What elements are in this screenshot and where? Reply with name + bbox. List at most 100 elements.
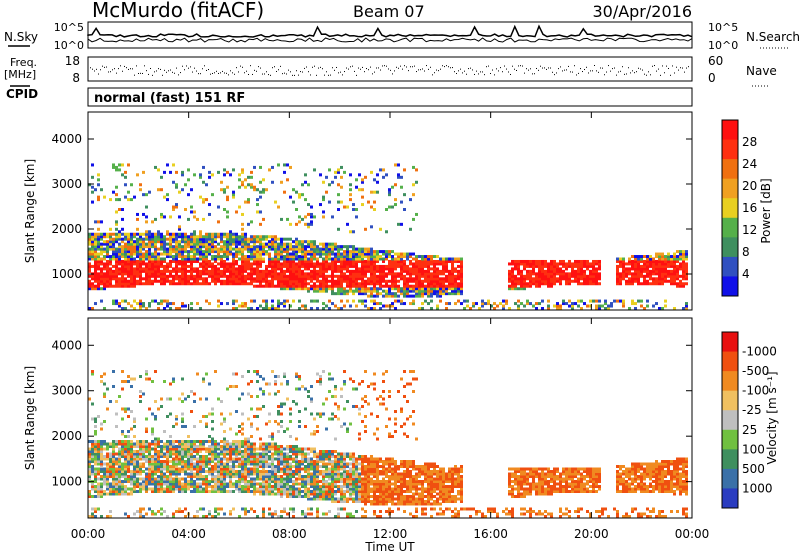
echo-cell xyxy=(100,277,103,281)
echo-cell xyxy=(421,267,424,271)
echo-cell xyxy=(151,257,154,261)
echo-cell xyxy=(247,490,250,493)
echo-cell xyxy=(115,227,118,231)
echo-cell xyxy=(205,460,208,463)
echo-cell xyxy=(97,262,100,266)
echo-cell xyxy=(682,252,685,256)
echo-cell xyxy=(136,482,139,486)
echo-cell xyxy=(142,447,145,451)
echo-cell xyxy=(214,490,217,493)
echo-cell xyxy=(109,445,112,448)
echo-cell xyxy=(196,477,199,481)
echo-cell xyxy=(427,292,430,296)
echo-cell xyxy=(445,274,448,278)
echo-cell xyxy=(106,467,109,471)
echo-cell xyxy=(259,210,262,214)
echo-cell xyxy=(139,282,142,286)
echo-cell xyxy=(190,440,193,443)
freq-dot xyxy=(482,71,483,73)
echo-cell xyxy=(106,252,109,256)
echo-cell xyxy=(193,482,196,486)
echo-cell xyxy=(139,183,142,187)
echo-cell xyxy=(190,188,193,192)
echo-cell xyxy=(229,237,232,241)
echo-cell xyxy=(169,465,172,468)
echo-cell xyxy=(151,299,154,303)
echo-cell xyxy=(193,274,196,278)
echo-cell xyxy=(190,452,193,456)
echo-cell xyxy=(289,255,292,259)
echo-cell xyxy=(562,272,565,276)
echo-cell xyxy=(325,250,328,254)
echo-cell xyxy=(109,232,112,236)
echo-cell xyxy=(298,193,301,197)
echo-cell xyxy=(241,460,244,463)
echo-cell xyxy=(163,267,166,271)
echo-cell xyxy=(175,475,178,478)
echo-cell xyxy=(97,277,100,281)
echo-cell xyxy=(184,485,187,488)
echo-cell xyxy=(133,417,136,421)
echo-cell xyxy=(397,175,400,179)
echo-cell xyxy=(187,193,190,197)
freq-dot xyxy=(602,67,603,69)
echo-cell xyxy=(238,445,241,448)
echo-cell xyxy=(178,480,181,483)
echo-cell xyxy=(535,259,538,263)
echo-cell xyxy=(361,292,364,296)
echo-cell xyxy=(121,208,124,211)
echo-cell xyxy=(256,462,259,466)
echo-cell xyxy=(553,274,556,278)
echo-cell xyxy=(130,240,133,244)
echo-cell xyxy=(208,412,211,416)
echo-cell xyxy=(364,284,367,288)
echo-cell xyxy=(109,237,112,241)
echo-cell xyxy=(217,205,220,209)
echo-cell xyxy=(202,165,205,169)
echo-cell xyxy=(637,267,640,271)
echo-cell xyxy=(382,272,385,276)
echo-cell xyxy=(322,282,325,286)
echo-cell xyxy=(298,279,301,283)
echo-cell xyxy=(268,307,271,310)
echo-cell xyxy=(397,163,400,167)
echo-cell xyxy=(121,247,124,251)
echo-cell xyxy=(217,460,220,463)
echo-cell xyxy=(331,284,334,288)
echo-cell xyxy=(205,447,208,451)
echo-cell xyxy=(103,382,106,386)
echo-cell xyxy=(142,515,145,518)
freq-dot xyxy=(612,68,613,70)
echo-cell xyxy=(130,277,133,281)
echo-cell xyxy=(214,272,217,276)
echo-cell xyxy=(145,257,148,261)
echo-cell xyxy=(223,482,226,486)
echo-cell xyxy=(415,212,418,216)
echo-cell xyxy=(589,282,592,286)
echo-cell xyxy=(592,282,595,286)
echo-cell xyxy=(202,377,205,381)
echo-cell xyxy=(358,250,361,254)
echo-cell xyxy=(433,272,436,276)
echo-cell xyxy=(238,257,241,261)
echo-cell xyxy=(277,250,280,254)
echo-cell xyxy=(241,432,244,436)
echo-cell xyxy=(109,272,112,276)
echo-cell xyxy=(106,465,109,468)
echo-cell xyxy=(112,457,115,461)
echo-cell xyxy=(106,262,109,266)
echo-cell xyxy=(115,193,118,197)
freq-dot xyxy=(228,74,229,76)
echo-cell xyxy=(211,245,214,249)
echo-cell xyxy=(142,507,145,511)
echo-cell xyxy=(334,257,337,261)
echo-cell xyxy=(187,472,190,476)
echo-cell xyxy=(283,279,286,283)
echo-cell xyxy=(238,490,241,493)
echo-cell xyxy=(139,447,142,451)
echo-cell xyxy=(412,267,415,271)
echo-cell xyxy=(100,450,103,453)
echo-cell xyxy=(301,262,304,266)
echo-cell xyxy=(430,294,433,298)
echo-cell xyxy=(199,485,202,488)
